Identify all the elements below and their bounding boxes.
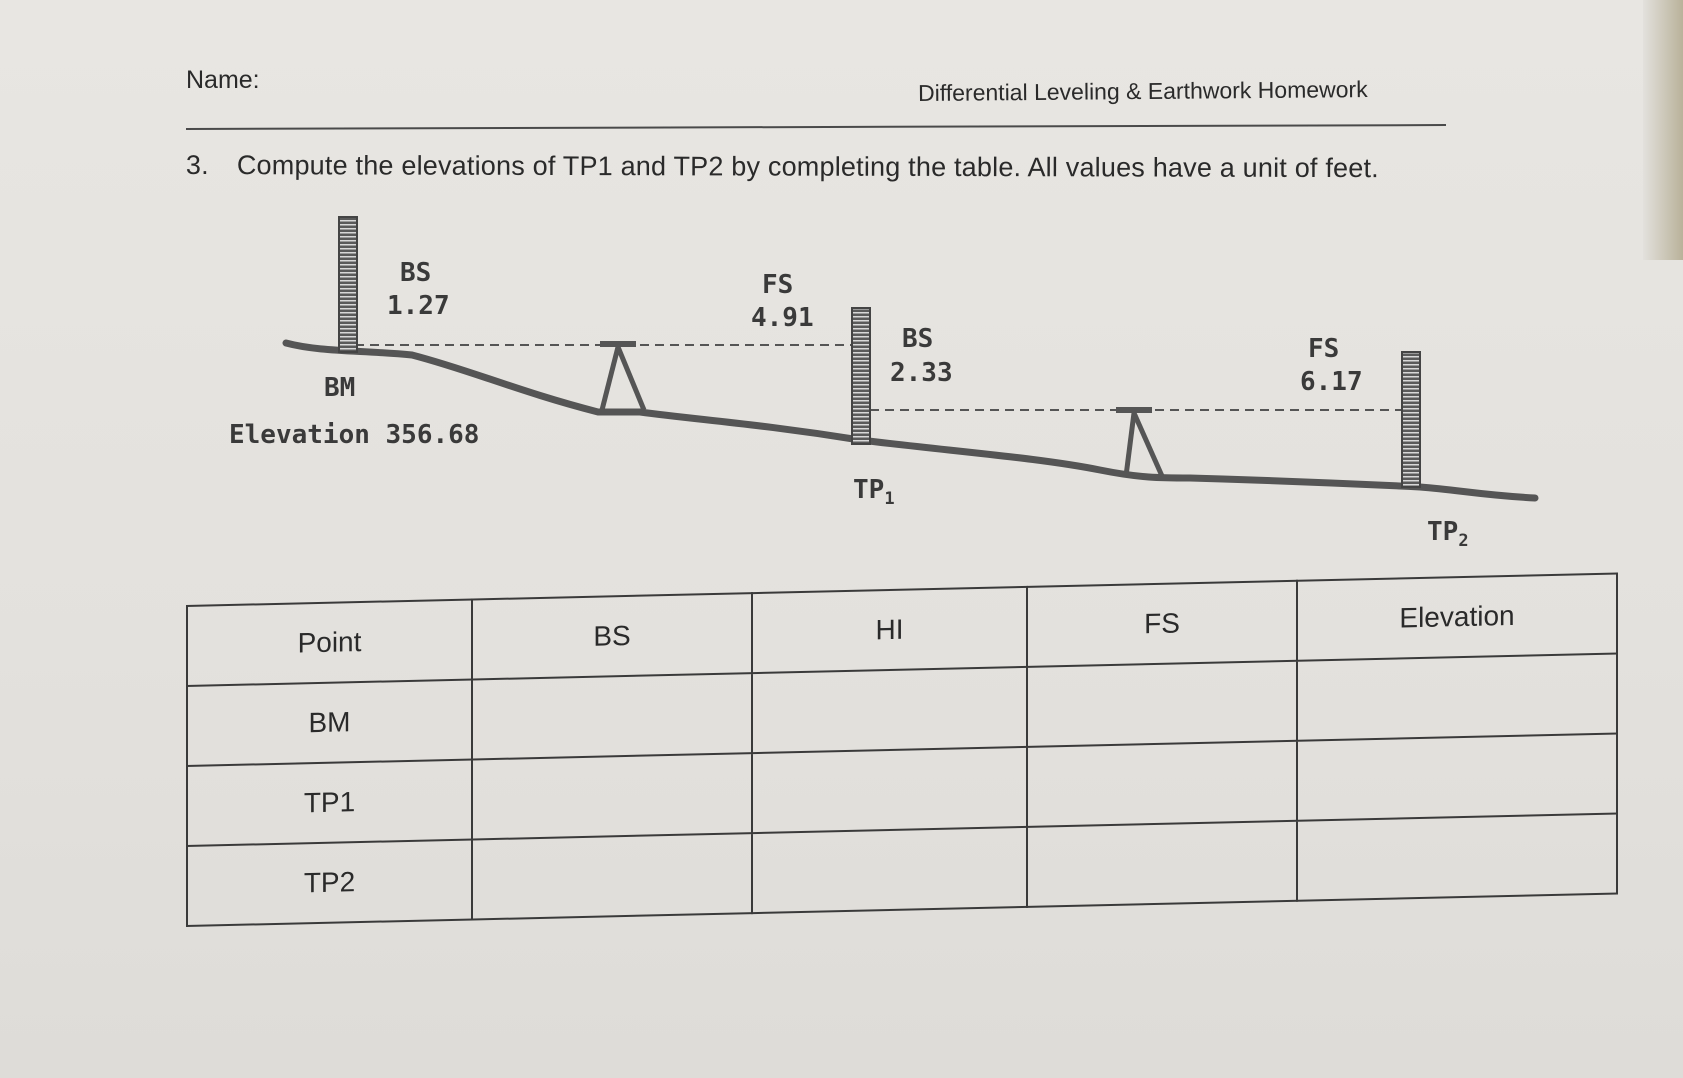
- cell-point: TP2: [187, 839, 472, 926]
- tp1-text: TP: [853, 475, 884, 505]
- cell-elevation[interactable]: [1297, 733, 1617, 821]
- rod-tp1: [851, 307, 871, 445]
- fs2-value: 6.17: [1300, 367, 1363, 397]
- cell-hi[interactable]: [752, 826, 1027, 914]
- cell-hi[interactable]: [752, 666, 1027, 754]
- level-instrument-1: [599, 341, 647, 411]
- cell-bs[interactable]: [472, 673, 752, 760]
- leveling-table: Point BS HI FS Elevation BM TP1: [186, 573, 1618, 927]
- rod-tp2: [1401, 351, 1421, 488]
- fs1-value: 4.91: [751, 303, 814, 333]
- rod-bm: [338, 216, 358, 353]
- level-instrument-2: [1116, 407, 1165, 478]
- col-header-fs: FS: [1027, 580, 1297, 667]
- bm-label: BM: [324, 373, 355, 403]
- cell-elevation[interactable]: [1297, 813, 1617, 901]
- cell-hi[interactable]: [752, 746, 1027, 834]
- col-header-hi: HI: [752, 586, 1027, 674]
- leveling-table-wrap: Point BS HI FS Elevation BM TP1: [186, 573, 1618, 935]
- col-header-elevation: Elevation: [1297, 573, 1617, 661]
- bm-elevation-label: Elevation 356.68: [229, 420, 479, 450]
- cell-elevation[interactable]: [1297, 653, 1617, 741]
- cell-fs[interactable]: [1027, 740, 1297, 827]
- fs2-label: FS: [1308, 334, 1339, 364]
- bs2-label: BS: [902, 324, 933, 354]
- col-header-point: Point: [187, 599, 472, 686]
- cell-fs[interactable]: [1027, 660, 1297, 747]
- name-label: Name:: [186, 66, 260, 94]
- cell-point: TP1: [187, 759, 472, 846]
- col-header-bs: BS: [472, 593, 752, 680]
- cell-point: BM: [187, 679, 472, 766]
- bs2-value: 2.33: [890, 358, 953, 388]
- tp1-label: TP1: [853, 475, 895, 509]
- bs1-value: 1.27: [387, 291, 450, 321]
- leveling-diagram: BS 1.27 FS 4.91 BS 2.33 FS 6.17 BM Eleva…: [229, 216, 1539, 551]
- tp1-subscript: 1: [884, 489, 894, 509]
- tp2-label: TP2: [1427, 517, 1469, 551]
- cell-bs[interactable]: [472, 833, 752, 920]
- fs1-label: FS: [762, 270, 793, 300]
- ground-profile: [282, 339, 1539, 502]
- tp2-subscript: 2: [1458, 531, 1468, 551]
- cell-fs[interactable]: [1027, 820, 1297, 907]
- tp2-text: TP: [1427, 517, 1458, 547]
- bs1-label: BS: [400, 258, 431, 288]
- paper-edge: [1643, 0, 1683, 260]
- cell-bs[interactable]: [472, 753, 752, 840]
